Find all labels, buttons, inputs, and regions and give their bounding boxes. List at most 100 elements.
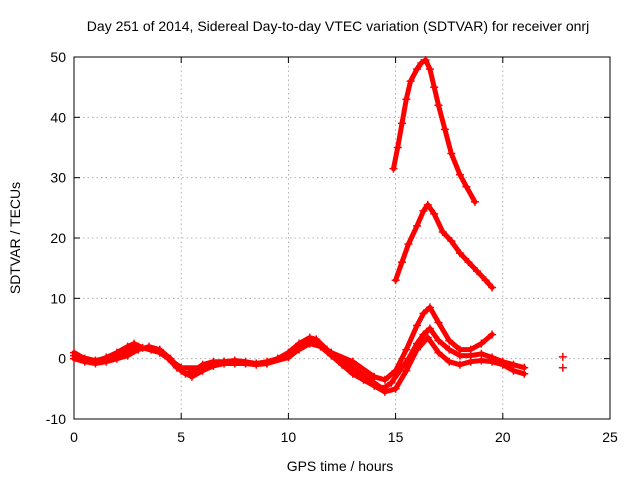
data-point <box>91 356 100 365</box>
data-point <box>413 65 422 74</box>
x-tick-label: 5 <box>177 429 185 445</box>
data-point <box>413 321 422 330</box>
data-point <box>470 197 479 206</box>
data-point <box>417 59 426 68</box>
data-point <box>558 352 567 361</box>
data-point <box>455 170 464 179</box>
data-point <box>402 345 411 354</box>
data-point <box>455 345 464 354</box>
data-point <box>434 348 443 357</box>
y-tick-label: 40 <box>50 109 66 125</box>
x-axis-label: GPS time / hours <box>287 458 394 474</box>
x-tick-label: 10 <box>281 429 297 445</box>
series-isolated <box>558 352 567 372</box>
data-point <box>391 276 400 285</box>
data-point <box>445 357 454 366</box>
data-point <box>447 149 456 158</box>
data-point <box>425 65 434 74</box>
data-point <box>477 339 486 348</box>
data-point <box>262 359 271 368</box>
data-point <box>455 249 464 258</box>
data-point <box>481 276 490 285</box>
data-point <box>488 330 497 339</box>
data-point <box>466 345 475 354</box>
data-point <box>430 83 439 92</box>
y-tick-label: 50 <box>50 49 66 65</box>
data-point <box>387 378 396 387</box>
data-point <box>187 372 196 381</box>
y-tick-label: 30 <box>50 170 66 186</box>
data-point <box>447 237 456 246</box>
data-point <box>370 372 379 381</box>
data-point <box>488 357 497 366</box>
data-point <box>430 209 439 218</box>
data-point <box>348 369 357 378</box>
data-point <box>473 267 482 276</box>
data-point <box>425 324 434 333</box>
series-track-4 <box>391 200 497 292</box>
series-line <box>391 57 478 205</box>
data-point <box>477 356 486 365</box>
data-point <box>413 345 422 354</box>
x-tick-label: 20 <box>495 429 511 445</box>
data-point <box>406 77 415 86</box>
data-point <box>338 360 346 369</box>
data-point <box>440 125 449 134</box>
data-point <box>466 357 475 366</box>
x-tick-labels: 0 5 10 15 20 25 <box>70 429 618 445</box>
data-point <box>445 345 454 354</box>
y-tick-label: 0 <box>58 351 66 367</box>
data-point <box>404 240 413 249</box>
data-point <box>419 309 428 318</box>
data-point <box>455 360 464 369</box>
data-point <box>155 348 164 357</box>
data-point <box>488 283 497 292</box>
axis-ticks <box>73 56 611 420</box>
data-point <box>438 227 447 236</box>
data-point <box>393 143 402 152</box>
data-point <box>398 258 407 267</box>
data-point <box>112 351 121 360</box>
data-point <box>509 366 518 375</box>
data-point <box>423 200 432 209</box>
data-series <box>70 56 567 396</box>
data-point <box>348 357 357 366</box>
y-tick-labels: -10 0 10 20 30 40 50 <box>46 49 66 427</box>
data-point <box>434 318 443 327</box>
series-track-3 <box>70 303 497 384</box>
data-point <box>434 336 443 345</box>
data-point <box>389 164 398 173</box>
chart-title: Day 251 of 2014, Sidereal Day-to-day VTE… <box>87 18 589 34</box>
series-line <box>393 202 495 290</box>
data-point <box>419 206 428 215</box>
data-point <box>464 258 473 267</box>
data-point <box>380 387 389 396</box>
data-point <box>423 333 432 342</box>
data-point <box>284 353 293 362</box>
data-point <box>419 330 428 339</box>
data-point <box>134 342 143 351</box>
data-point <box>421 56 430 65</box>
data-point <box>425 303 434 312</box>
data-point <box>198 363 207 372</box>
data-point <box>327 348 336 357</box>
data-point <box>241 359 250 368</box>
x-tick-label: 0 <box>70 429 78 445</box>
y-tick-label: -10 <box>46 411 66 427</box>
x-tick-label: 15 <box>388 429 404 445</box>
series-track-5 <box>389 56 479 206</box>
data-point <box>370 381 379 390</box>
data-point <box>498 360 507 369</box>
data-point <box>391 366 400 375</box>
y-axis-label: SDTVAR / TECUs <box>7 182 23 294</box>
data-point <box>70 351 78 360</box>
data-point <box>398 119 407 128</box>
data-point <box>402 95 411 104</box>
data-point <box>558 363 567 372</box>
data-point <box>520 369 529 378</box>
y-tick-label: 20 <box>50 230 66 246</box>
data-point <box>445 336 454 345</box>
x-tick-label: 25 <box>602 429 618 445</box>
data-point <box>391 384 400 393</box>
